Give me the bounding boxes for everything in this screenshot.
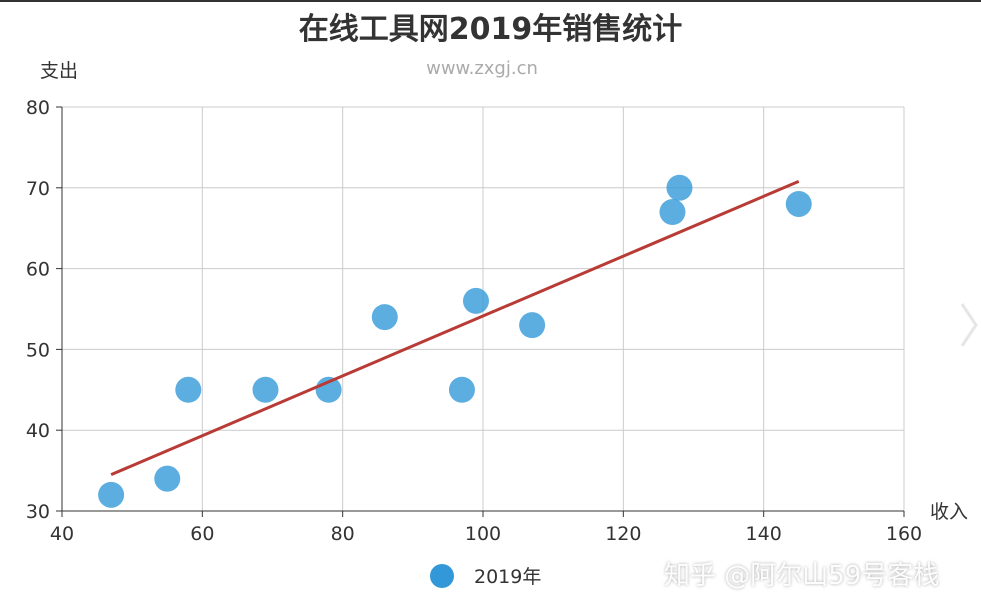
y-tick-label: 60 bbox=[26, 259, 50, 281]
scatter-point bbox=[462, 287, 489, 314]
scatter-point bbox=[659, 199, 686, 226]
legend-label: 2019年 bbox=[474, 566, 542, 588]
scatter-point bbox=[448, 376, 475, 403]
legend[interactable]: 2019年 bbox=[430, 562, 541, 589]
trend-line bbox=[110, 179, 800, 477]
scatter-point bbox=[175, 376, 202, 403]
watermark: 知乎 @阿尔山59号客栈 bbox=[664, 561, 940, 591]
x-tick-label: 80 bbox=[331, 523, 355, 545]
x-tick-label: 60 bbox=[190, 523, 214, 545]
scatter-point bbox=[154, 465, 181, 492]
legend-marker-icon bbox=[430, 563, 454, 588]
scatter-point bbox=[785, 190, 812, 217]
top-border bbox=[0, 0, 981, 2]
scatter-point bbox=[98, 481, 125, 508]
x-tick-label: 140 bbox=[746, 523, 782, 545]
x-tick-label: 40 bbox=[50, 523, 74, 545]
scatter-point bbox=[371, 304, 398, 331]
y-tick-label: 50 bbox=[26, 339, 50, 361]
scatter-point bbox=[519, 312, 546, 339]
x-tick-label: 160 bbox=[886, 523, 922, 545]
chart-title: 在线工具网2019年销售统计 bbox=[298, 12, 683, 47]
x-tick-label: 120 bbox=[605, 523, 641, 545]
y-tick-label: 80 bbox=[26, 97, 50, 119]
y-tick-label: 30 bbox=[26, 501, 50, 523]
y-tick-label: 70 bbox=[26, 178, 50, 200]
y-tick-label: 40 bbox=[26, 420, 50, 442]
scatter-point bbox=[252, 376, 279, 403]
scatter-point bbox=[666, 174, 693, 201]
x-tick-label: 100 bbox=[465, 523, 501, 545]
next-arrow-icon[interactable] bbox=[958, 300, 980, 350]
chart-subtitle[interactable]: www.zxgj.cn bbox=[426, 58, 538, 79]
y-axis-label: 支出 bbox=[40, 60, 79, 82]
x-axis-label: 收入 bbox=[930, 501, 969, 523]
